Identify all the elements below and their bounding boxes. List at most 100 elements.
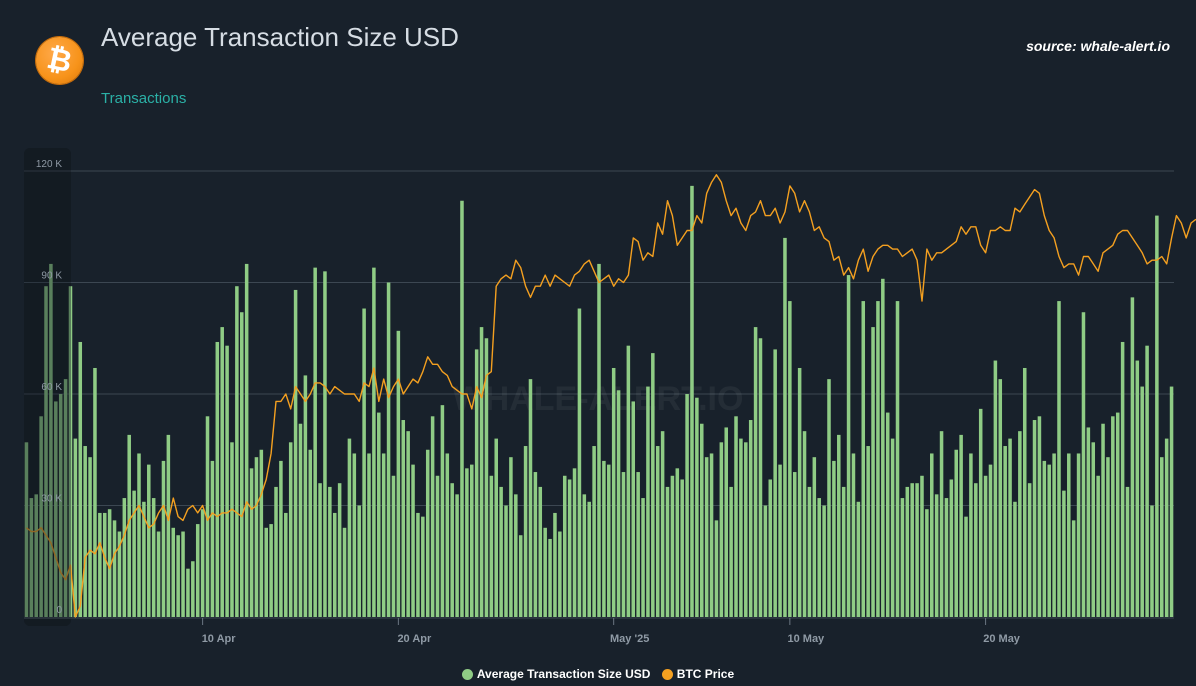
bar[interactable]	[151, 498, 156, 617]
bar[interactable]	[1071, 520, 1076, 617]
bar[interactable]	[259, 449, 264, 617]
bar[interactable]	[1032, 420, 1037, 617]
bar[interactable]	[881, 278, 885, 617]
bar[interactable]	[797, 367, 802, 617]
bar[interactable]	[1062, 490, 1066, 617]
bar[interactable]	[602, 460, 606, 617]
bar[interactable]	[499, 486, 503, 617]
bar[interactable]	[455, 494, 459, 617]
btc-price-line[interactable]	[25, 173, 1196, 618]
bar[interactable]	[983, 475, 988, 617]
bar[interactable]	[753, 327, 758, 617]
bar[interactable]	[783, 237, 787, 617]
bar[interactable]	[758, 338, 763, 617]
bar[interactable]	[993, 360, 998, 617]
bar[interactable]	[181, 531, 185, 617]
bar[interactable]	[1106, 457, 1110, 617]
bar[interactable]	[1091, 442, 1096, 617]
bar[interactable]	[827, 379, 831, 617]
bar[interactable]	[739, 438, 743, 617]
bar[interactable]	[587, 501, 591, 617]
bar[interactable]	[83, 446, 87, 617]
bar[interactable]	[98, 512, 102, 617]
bar[interactable]	[156, 531, 161, 617]
bar[interactable]	[362, 308, 366, 617]
bar[interactable]	[763, 505, 768, 618]
bar[interactable]	[655, 446, 660, 617]
bar[interactable]	[112, 520, 117, 617]
bar[interactable]	[934, 494, 939, 617]
bar[interactable]	[93, 367, 97, 617]
bar[interactable]	[802, 431, 807, 617]
bar[interactable]	[352, 453, 357, 617]
legend-item-btc-price[interactable]: BTC Price	[661, 667, 734, 681]
bar[interactable]	[142, 501, 146, 617]
bar[interactable]	[773, 349, 777, 617]
bar[interactable]	[288, 442, 293, 617]
bar[interactable]	[817, 498, 821, 617]
bar[interactable]	[1145, 345, 1149, 617]
bar[interactable]	[1096, 475, 1100, 617]
bar[interactable]	[73, 438, 78, 617]
bar[interactable]	[631, 401, 636, 617]
bar[interactable]	[24, 442, 29, 617]
bar[interactable]	[337, 483, 342, 617]
bar[interactable]	[504, 505, 508, 618]
bar[interactable]	[254, 457, 259, 617]
bar[interactable]	[660, 431, 665, 617]
bar[interactable]	[372, 267, 376, 617]
bar[interactable]	[416, 512, 420, 617]
bar[interactable]	[68, 286, 73, 617]
bar[interactable]	[1003, 446, 1007, 617]
bar[interactable]	[166, 434, 171, 617]
bar[interactable]	[851, 453, 856, 617]
bar[interactable]	[905, 486, 910, 617]
bar[interactable]	[998, 379, 1003, 617]
bar[interactable]	[122, 498, 127, 617]
bar[interactable]	[1150, 505, 1154, 618]
bar[interactable]	[837, 434, 841, 617]
bar[interactable]	[597, 263, 601, 617]
bar[interactable]	[147, 464, 151, 617]
bar[interactable]	[240, 312, 244, 617]
bar[interactable]	[1160, 457, 1164, 617]
bar[interactable]	[230, 442, 234, 617]
bar[interactable]	[592, 446, 596, 617]
bar[interactable]	[704, 457, 709, 617]
bar[interactable]	[1125, 486, 1130, 617]
bar[interactable]	[861, 301, 866, 617]
bar[interactable]	[558, 531, 562, 617]
bar[interactable]	[964, 516, 968, 617]
bar[interactable]	[323, 271, 327, 617]
bar[interactable]	[572, 468, 577, 617]
bar[interactable]	[646, 386, 650, 617]
bar[interactable]	[988, 464, 993, 617]
bar[interactable]	[58, 394, 63, 617]
bar[interactable]	[553, 512, 557, 617]
bar[interactable]	[714, 520, 719, 617]
bar[interactable]	[724, 427, 728, 617]
bar[interactable]	[954, 449, 958, 617]
bar[interactable]	[925, 509, 929, 617]
bar[interactable]	[641, 498, 645, 617]
bar[interactable]	[318, 483, 322, 617]
bar[interactable]	[117, 531, 122, 617]
bar[interactable]	[342, 527, 347, 617]
bar[interactable]	[616, 390, 621, 617]
bar[interactable]	[876, 301, 880, 617]
bar[interactable]	[675, 468, 680, 617]
bar[interactable]	[562, 475, 567, 617]
bar[interactable]	[102, 512, 107, 617]
bar[interactable]	[215, 341, 220, 617]
bar[interactable]	[1052, 453, 1056, 617]
bar[interactable]	[244, 263, 249, 617]
bar[interactable]	[1081, 312, 1086, 617]
bar[interactable]	[949, 479, 954, 617]
bar[interactable]	[391, 475, 396, 617]
bar[interactable]	[812, 457, 817, 617]
bar[interactable]	[1101, 423, 1105, 617]
bar[interactable]	[939, 431, 944, 617]
bar[interactable]	[489, 475, 494, 617]
bar[interactable]	[484, 338, 489, 617]
bar[interactable]	[1130, 297, 1135, 617]
